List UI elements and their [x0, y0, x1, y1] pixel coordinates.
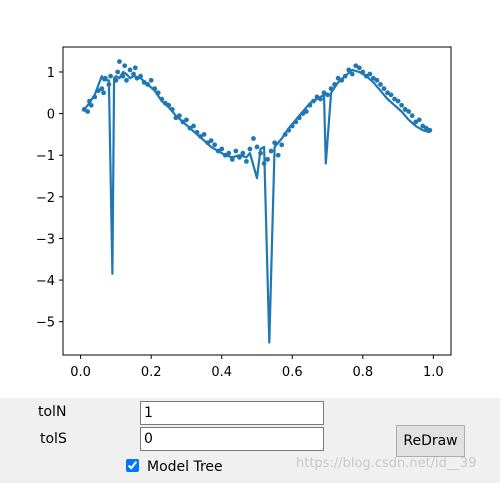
scatter-point: [356, 65, 362, 71]
scatter-point: [279, 142, 285, 148]
x-tick-label: 0.0: [70, 365, 91, 380]
scatter-point: [101, 90, 106, 96]
scatter-point: [247, 146, 253, 152]
scatter-point: [413, 119, 419, 125]
scatter-point: [381, 86, 387, 92]
scatter-point: [388, 92, 394, 98]
scatter-point: [226, 150, 232, 156]
scatter-point: [268, 148, 274, 154]
scatter-point: [148, 77, 154, 83]
scatter-point: [399, 102, 405, 108]
x-tick-label: 1.0: [423, 365, 444, 380]
scatter-point: [201, 132, 207, 137]
scatter-point: [275, 152, 281, 158]
scatter-point: [378, 82, 383, 87]
scatter-point: [420, 123, 426, 129]
scatter-point: [349, 71, 355, 77]
scatter-point: [233, 148, 239, 154]
scatter-point: [115, 69, 121, 75]
x-tick-label: 0.4: [211, 365, 232, 380]
y-tick-label: −1: [36, 149, 55, 164]
scatter-point: [240, 150, 246, 156]
scatter-point: [122, 63, 128, 69]
y-tick-label: −5: [36, 316, 55, 331]
scatter-point: [212, 142, 218, 148]
ticks-layer: 0.0 0.2 0.4 0.6 0.8 1.0 1 0 −1 −2 −3 −4 −5: [36, 66, 444, 380]
scatter-point: [335, 75, 341, 81]
y-tick-label: −4: [36, 274, 55, 289]
scatter-point: [191, 123, 196, 129]
x-tick-label: 0.8: [352, 365, 373, 380]
x-tick-label: 0.2: [141, 365, 162, 380]
scatter-point: [374, 77, 380, 83]
y-tick-label: −3: [36, 232, 55, 247]
scatter-point: [409, 113, 415, 119]
scatter-point: [371, 75, 376, 81]
watermark-text: https://blog.csdn.net/id__39: [296, 456, 477, 471]
scatter-point: [219, 146, 225, 152]
toln-input[interactable]: [140, 401, 324, 425]
controls-panel: tolN tolS ReDraw Model Tree https://blog…: [0, 398, 500, 483]
y-tick-label: 1: [47, 66, 55, 81]
model-tree-label: Model Tree: [147, 459, 223, 475]
scatter-point: [124, 77, 129, 83]
scatter-point: [99, 86, 105, 92]
tols-label: tolS: [40, 431, 67, 447]
y-tick-label: −2: [36, 191, 55, 206]
series-layer: [81, 59, 433, 344]
scatter-point: [117, 59, 122, 64]
scatter-point: [392, 96, 397, 102]
scatter-point: [367, 71, 373, 77]
axes-frame: [62, 46, 452, 356]
y-tick-label: 0: [47, 108, 55, 123]
scatter-point: [402, 107, 408, 112]
scatter-point: [395, 98, 401, 104]
scatter-point: [385, 90, 390, 96]
scatter-point: [85, 109, 91, 114]
scatter-point: [321, 90, 327, 96]
scatter-point: [184, 117, 189, 123]
plot-svg: 0.0 0.2 0.4 0.6 0.8 1.0 1 0 −1 −2 −3 −4 −5: [36, 46, 452, 380]
toln-label: tolN: [38, 404, 67, 420]
scatter-point: [244, 159, 249, 164]
scatter-point: [416, 117, 422, 123]
tols-input[interactable]: [140, 427, 324, 451]
model-tree-line: [83, 68, 431, 344]
scatter-point: [132, 65, 138, 71]
scatter-point: [229, 156, 235, 162]
scatter-point: [208, 138, 214, 144]
scatter-point: [265, 156, 270, 162]
scatter-point: [251, 136, 256, 141]
scatter-point: [325, 92, 330, 98]
scatter-point: [423, 125, 429, 131]
scatter-point: [127, 67, 133, 73]
scatter-point: [88, 102, 94, 108]
redraw-button[interactable]: ReDraw: [396, 425, 465, 457]
scatter-point: [108, 73, 114, 79]
scatter-point: [254, 144, 260, 150]
x-tick-label: 0.6: [282, 365, 303, 380]
plot-area: 0.0 0.2 0.4 0.6 0.8 1.0 1 0 −1 −2 −3 −4 −5: [35, 46, 452, 380]
model-tree-checkbox[interactable]: [126, 459, 139, 472]
scatter-point: [406, 109, 412, 114]
scatter-point: [131, 71, 136, 77]
scatter-point: [353, 63, 359, 69]
